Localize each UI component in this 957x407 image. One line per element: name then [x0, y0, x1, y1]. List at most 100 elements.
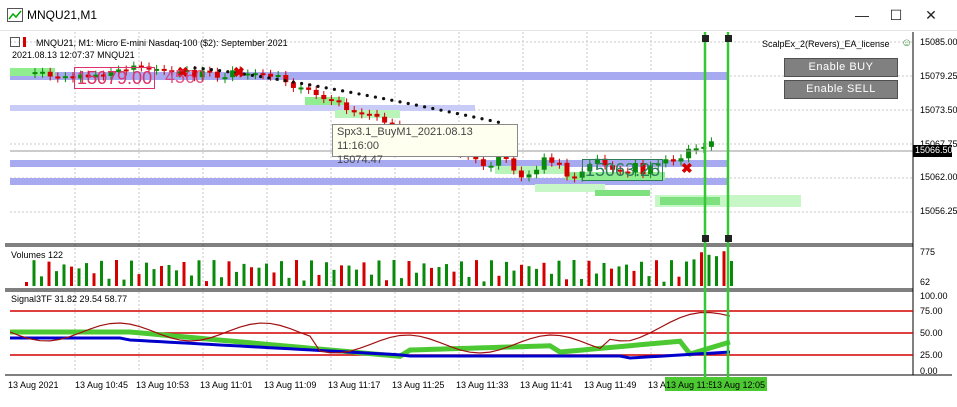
price-axis-label: 15085.00	[920, 37, 957, 47]
volume-bar	[430, 268, 433, 286]
volume-axis-label: 775	[920, 247, 935, 257]
volume-bar	[633, 271, 636, 286]
candle	[33, 72, 38, 74]
volume-bar	[385, 280, 388, 286]
volume-bar	[40, 276, 43, 286]
enable-buy-button[interactable]: Enable BUY	[784, 58, 898, 77]
psar-dot	[382, 97, 385, 100]
time-axis-label: 13 Aug 11:01	[200, 380, 252, 390]
time-axis-highlight-label: 13 Aug 11:52	[666, 380, 718, 390]
chart-header: MNQU21, M1: Micro E-mini Nasdaq-100 ($2)…	[36, 38, 288, 48]
psar-dot	[218, 69, 221, 72]
volume-bar	[565, 279, 568, 286]
minimize-icon[interactable]: —	[845, 0, 879, 30]
candle	[321, 95, 326, 99]
volume-bar	[48, 262, 51, 286]
candle	[40, 72, 45, 74]
candle	[268, 74, 273, 77]
candle	[223, 77, 228, 79]
volume-bar	[535, 269, 538, 286]
volume-axis-label: 62	[920, 277, 930, 287]
tooltip-line1: Spx3.1_BuyM1_2021.08.13 11:16:00	[337, 125, 513, 153]
enable-sell-button[interactable]: Enable SELL	[784, 80, 898, 99]
volume-bar	[378, 260, 381, 286]
volume-bar	[640, 262, 643, 286]
title-bar: MNQU21,M1 — ☐ ✕	[0, 0, 957, 31]
ea-name: ScalpEx_2(Revers)_EA_license	[762, 39, 890, 49]
candle	[215, 72, 220, 78]
time-axis-label: 13 Aug 10:53	[136, 380, 189, 390]
psar-dot	[226, 70, 229, 73]
time-axis-label: 13 Aug 11:41	[520, 380, 572, 390]
ea-status-icon: ☺	[901, 37, 912, 49]
candle	[382, 117, 387, 123]
price-label-left-b: 4560	[165, 67, 205, 87]
time-axis-label: 13 Aug 10:45	[75, 380, 128, 390]
candle	[245, 73, 250, 75]
buy-zone	[595, 190, 650, 196]
volume-bar	[295, 260, 298, 286]
psar-dot	[210, 68, 213, 71]
sell-marker-icon: ✖	[233, 64, 245, 80]
close-icon[interactable]: ✕	[914, 0, 948, 30]
volume-bar	[625, 265, 628, 286]
volume-bar	[310, 260, 313, 286]
candle	[671, 159, 676, 161]
volume-bar	[145, 263, 148, 286]
psar-dot	[259, 75, 262, 78]
psar-dot	[316, 85, 319, 88]
candle	[55, 76, 60, 78]
candle	[276, 75, 281, 77]
volumes-label: Volumes 122	[11, 250, 63, 260]
volume-bar	[558, 261, 561, 286]
volume-bar	[108, 279, 111, 286]
volume-bar	[498, 276, 501, 286]
volume-bar	[33, 260, 36, 286]
candle	[694, 148, 699, 150]
psar-dot	[267, 76, 270, 79]
tooltip-line2: 15074.47	[337, 153, 513, 167]
volume-bar	[303, 281, 306, 286]
volume-bar	[505, 262, 508, 286]
volume-bar	[168, 265, 171, 286]
psar-dot	[464, 114, 467, 117]
volume-bar	[93, 273, 96, 286]
candle	[63, 76, 68, 78]
psar-dot	[292, 80, 295, 83]
candle	[299, 87, 304, 89]
volume-bar	[700, 252, 703, 286]
price-axis-label: 15073.50	[920, 105, 957, 115]
zone-band	[10, 105, 475, 111]
price-axis-label: 15056.25	[920, 206, 957, 216]
candle	[534, 170, 539, 175]
chart-area[interactable]: ✖ ✖ ✖ MNQU21, M1: Micro E-	[5, 32, 952, 407]
volume-bar	[55, 271, 58, 286]
volume-bar	[693, 259, 696, 286]
volume-bar	[175, 270, 178, 286]
candle	[329, 99, 334, 101]
volume-bar	[723, 251, 726, 286]
volume-bar	[445, 264, 448, 286]
chart-subheader: 2021.08.13 12:07:37 MNQU21	[12, 50, 135, 60]
time-axis-label: 13 Aug 11:17	[328, 380, 380, 390]
candle	[572, 176, 577, 178]
volume-bar	[130, 261, 133, 286]
volume-bar	[610, 269, 613, 286]
volume-bar	[415, 273, 418, 286]
icon-box-icon	[10, 37, 20, 47]
psar-dot	[415, 104, 418, 107]
volume-bar	[370, 275, 373, 286]
volume-bar	[363, 262, 366, 286]
volume-bar	[318, 275, 321, 286]
signal-axis-label: 50.00	[920, 328, 943, 338]
volume-bar	[78, 268, 81, 286]
volume-bar	[243, 264, 246, 286]
window-title: MNQU21,M1	[27, 8, 97, 22]
volume-bar	[708, 255, 711, 286]
candle	[709, 141, 714, 147]
volume-bar	[573, 260, 576, 286]
signal-axis-label: 0.00	[920, 366, 938, 376]
chart-icons	[10, 36, 26, 47]
maximize-icon[interactable]: ☐	[879, 0, 913, 30]
volume-bar	[580, 279, 583, 286]
